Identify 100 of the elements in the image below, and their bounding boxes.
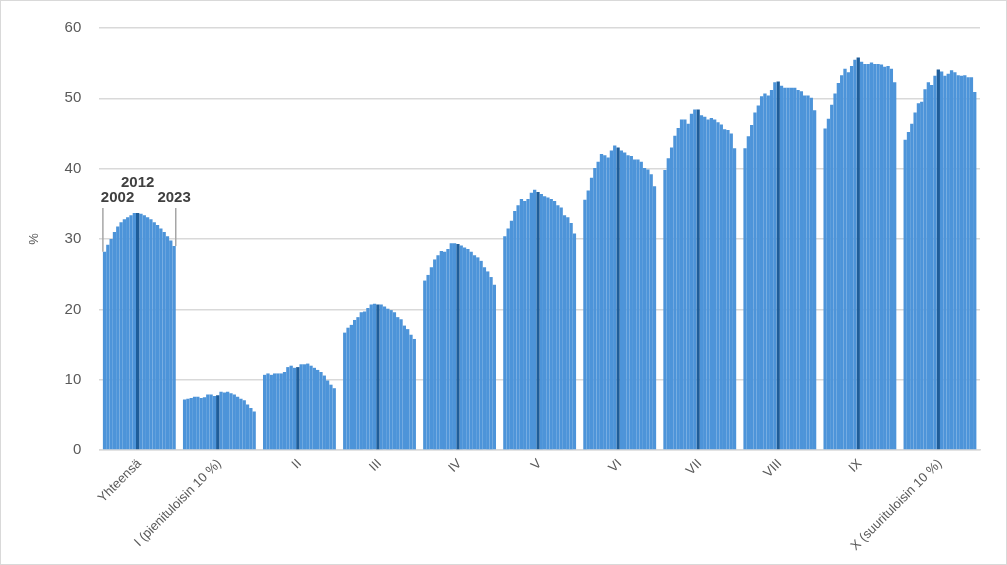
bar	[286, 367, 290, 450]
bar	[466, 248, 470, 450]
bar	[452, 243, 457, 450]
bar	[926, 82, 931, 450]
bar	[959, 75, 964, 450]
bar	[279, 373, 283, 450]
bar	[389, 310, 393, 450]
x-tick-label: IX	[845, 455, 865, 475]
bar	[953, 72, 957, 450]
y-tick-label: 50	[64, 88, 82, 106]
bar	[523, 201, 527, 450]
bar	[519, 198, 524, 450]
bar	[382, 306, 387, 450]
series-label: 2012	[120, 172, 155, 190]
bar	[309, 365, 313, 450]
bar	[412, 338, 416, 450]
bar	[969, 77, 974, 450]
bar	[196, 396, 200, 450]
bar	[436, 255, 440, 450]
bar	[272, 373, 277, 450]
bar	[462, 247, 467, 450]
bar	[799, 91, 804, 450]
bar	[629, 156, 633, 450]
bar	[349, 324, 354, 450]
bar	[325, 380, 330, 450]
bar	[843, 68, 847, 450]
bar	[916, 103, 921, 450]
bar	[796, 89, 800, 450]
bar	[152, 222, 156, 450]
bar	[372, 303, 377, 450]
bar	[529, 192, 534, 450]
bar	[222, 392, 227, 450]
bar	[716, 122, 720, 450]
bar	[639, 161, 643, 450]
bar	[679, 119, 684, 450]
bar	[469, 251, 473, 450]
bar	[353, 319, 357, 450]
bar	[636, 159, 640, 450]
bar	[289, 365, 293, 450]
y-tick-label: 30	[64, 229, 82, 247]
bar	[936, 69, 940, 450]
bar	[859, 61, 864, 450]
bar	[443, 251, 447, 450]
bar	[126, 217, 130, 450]
bar	[486, 271, 490, 450]
x-tick-label: V	[527, 455, 545, 473]
bar	[392, 312, 397, 450]
bar	[329, 384, 333, 450]
bar	[316, 369, 320, 450]
bar	[546, 197, 550, 450]
text: 2023	[157, 187, 191, 205]
bar	[603, 155, 607, 450]
bar	[556, 205, 560, 450]
bar	[632, 159, 637, 450]
bar	[809, 97, 813, 450]
y-axis-title: %	[26, 232, 42, 245]
bar	[946, 73, 950, 450]
bar	[386, 308, 390, 450]
bar	[359, 312, 363, 450]
bar	[162, 232, 166, 450]
text: 2002	[100, 187, 135, 205]
bar	[729, 133, 733, 450]
bar	[199, 398, 203, 450]
bar	[479, 260, 483, 450]
bar	[276, 373, 280, 450]
bar	[212, 395, 217, 450]
bar	[779, 85, 784, 450]
bar	[549, 198, 553, 450]
bar	[346, 327, 350, 450]
bar	[182, 399, 187, 450]
bar	[252, 411, 256, 450]
bar	[155, 224, 160, 450]
y-tick-label: 20	[64, 299, 82, 317]
bar	[683, 119, 687, 450]
bar	[149, 219, 153, 450]
bar	[116, 226, 120, 450]
bar	[119, 222, 123, 450]
bar	[433, 259, 437, 450]
bar	[793, 87, 797, 450]
y-tick-label: 10	[64, 369, 82, 387]
bar	[332, 388, 336, 450]
bar	[623, 152, 627, 450]
bar	[165, 236, 170, 450]
bar	[883, 66, 887, 450]
bar	[949, 70, 954, 450]
bar	[249, 407, 253, 450]
bar	[319, 372, 323, 450]
bar	[719, 124, 723, 450]
bar	[559, 207, 563, 450]
bar	[879, 64, 884, 450]
y-tick-label: 40	[64, 158, 82, 176]
bar	[142, 215, 146, 450]
bar	[873, 63, 877, 450]
bar	[709, 118, 714, 450]
bar	[449, 243, 453, 450]
bar	[552, 201, 557, 450]
bar	[542, 196, 547, 450]
bar	[239, 398, 243, 450]
bar	[699, 115, 704, 450]
bar	[886, 65, 890, 450]
